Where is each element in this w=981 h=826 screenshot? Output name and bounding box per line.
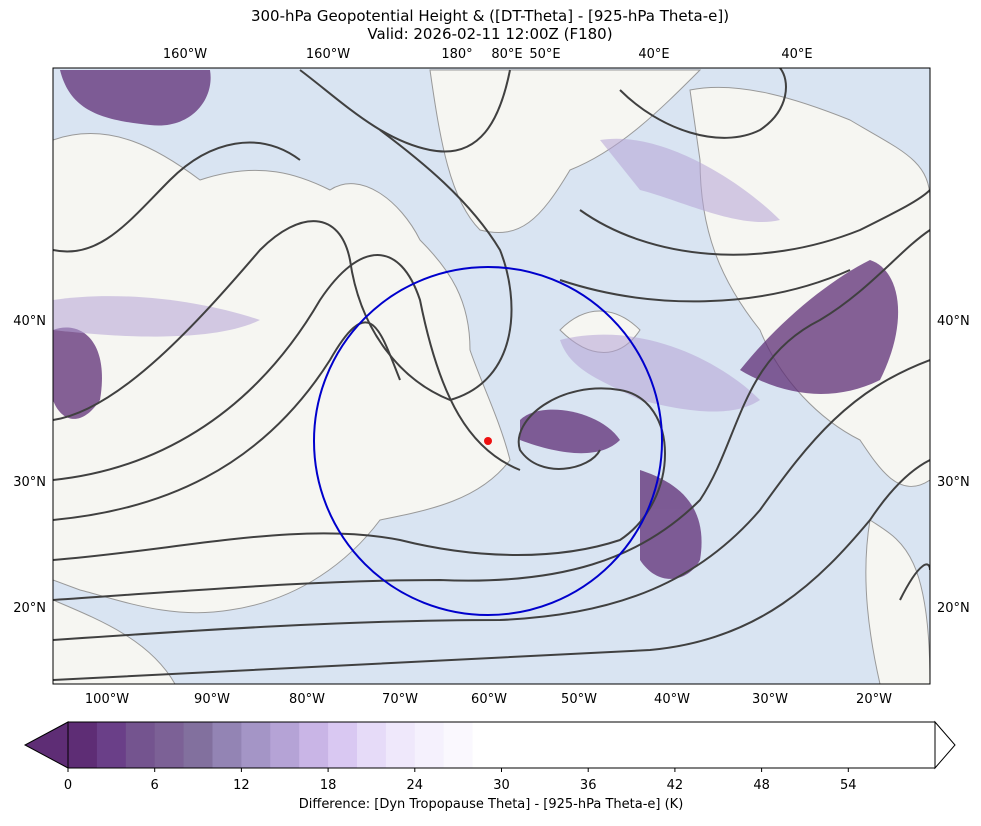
- colorbar-bin: [819, 722, 849, 768]
- colorbar-bin: [270, 722, 300, 768]
- colorbar-bin: [646, 722, 676, 768]
- subtitle: Valid: 2026-02-11 12:00Z (F180): [367, 25, 612, 43]
- left-label: 30°N: [13, 475, 46, 490]
- map: [53, 68, 930, 684]
- colorbar-bin: [761, 722, 791, 768]
- bottom-label: 80°W: [289, 692, 325, 707]
- colorbar-bin: [328, 722, 358, 768]
- shading-light: [53, 138, 780, 412]
- top-label: 160°W: [306, 47, 350, 62]
- colorbar-tick-label: 36: [580, 778, 597, 793]
- land: [53, 69, 930, 684]
- colorbar-extend-low: [23, 721, 69, 769]
- colorbar-extend-high: [934, 720, 956, 770]
- colorbar-bin: [472, 722, 502, 768]
- colorbar-bin: [790, 722, 820, 768]
- colorbar-tick-label: 6: [151, 778, 159, 793]
- left-label: 20°N: [13, 601, 46, 616]
- bottom-label: 20°W: [856, 692, 892, 707]
- right-label: 20°N: [937, 601, 970, 616]
- colorbar-bin: [501, 722, 531, 768]
- left-label: 40°N: [13, 314, 46, 329]
- search-circle: [313, 266, 663, 616]
- colorbar-bin: [617, 722, 647, 768]
- colorbar-bin: [674, 722, 705, 768]
- colorbar-tick-label: 54: [840, 778, 857, 793]
- colorbar-bin: [703, 722, 734, 768]
- colorbar-bin: [588, 722, 618, 768]
- height-contours: [53, 68, 930, 681]
- colorbar-bin: [125, 722, 156, 768]
- colorbar-bin: [212, 722, 242, 768]
- bottom-label: 40°W: [654, 692, 690, 707]
- bottom-label: 100°W: [85, 692, 129, 707]
- colorbar-bin: [414, 722, 445, 768]
- top-label: 40°E: [638, 47, 669, 62]
- colorbar-tick-label: 12: [233, 778, 250, 793]
- colorbar-tick-label: 48: [753, 778, 770, 793]
- colorbar-tick-label: 42: [667, 778, 684, 793]
- colorbar-bin: [68, 722, 98, 768]
- colorbar-bin: [877, 722, 907, 768]
- colorbar-label: Difference: [Dyn Tropopause Theta] - [92…: [299, 797, 684, 812]
- colorbar-bin: [357, 722, 387, 768]
- right-label: 40°N: [937, 314, 970, 329]
- bottom-label: 90°W: [194, 692, 230, 707]
- colorbar-bin: [559, 722, 589, 768]
- colorbar-tick-label: 24: [407, 778, 424, 793]
- colorbar-bin: [154, 722, 185, 768]
- colorbar-bin: [183, 722, 213, 768]
- colorbar: 0 6 12 18 24 30 36 42 48 54: [23, 720, 956, 793]
- colorbar-tick-label: 18: [320, 778, 337, 793]
- colorbar-bin: [732, 722, 763, 768]
- top-label: 40°E: [781, 47, 812, 62]
- colorbar-tick-label: 30: [493, 778, 510, 793]
- bottom-label: 30°W: [752, 692, 788, 707]
- colorbar-bin: [848, 722, 878, 768]
- colorbar-tick-label: 0: [64, 778, 72, 793]
- bottom-label: 50°W: [561, 692, 597, 707]
- colorbar-bin: [906, 722, 936, 768]
- colorbar-bin: [530, 722, 560, 768]
- right-label: 30°N: [937, 475, 970, 490]
- top-label: 50°E: [529, 47, 560, 62]
- center-point: [484, 437, 492, 445]
- top-label: 180°: [441, 47, 472, 62]
- colorbar-bin: [385, 722, 416, 768]
- bottom-label: 70°W: [382, 692, 418, 707]
- title: 300-hPa Geopotential Height & ([DT-Theta…: [251, 7, 729, 25]
- top-label: 160°W: [163, 47, 207, 62]
- bottom-label: 60°W: [471, 692, 507, 707]
- colorbar-bin: [96, 722, 127, 768]
- top-label: 80°E: [491, 47, 522, 62]
- colorbar-bin: [299, 722, 329, 768]
- map-frame: [52, 67, 931, 685]
- colorbar-bin: [443, 722, 474, 768]
- colorbar-bin: [241, 722, 271, 768]
